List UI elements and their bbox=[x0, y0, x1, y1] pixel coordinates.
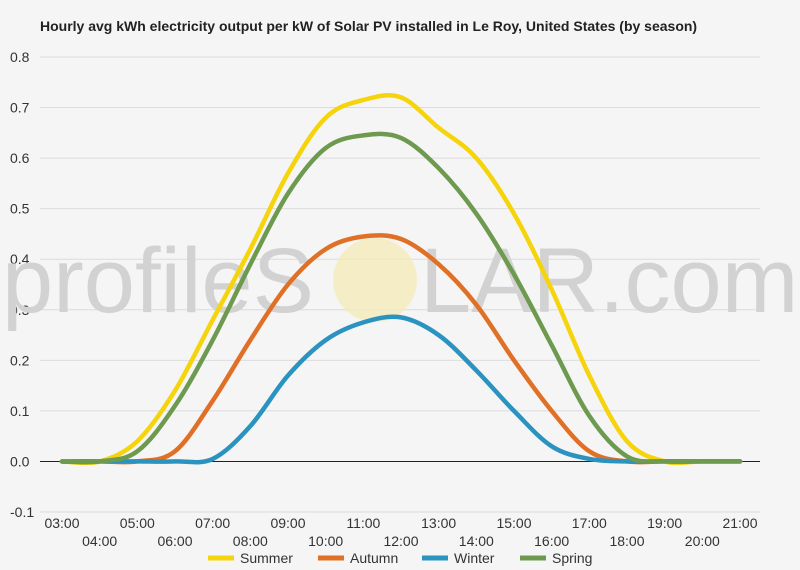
y-tick-label: 0.6 bbox=[10, 150, 30, 166]
y-tick-label: 0.8 bbox=[10, 49, 30, 65]
y-tick-label: 0.3 bbox=[10, 302, 30, 318]
x-tick-label: 18:00 bbox=[609, 533, 644, 549]
series-line-winter bbox=[59, 314, 743, 465]
legend-label-autumn: Autumn bbox=[350, 550, 398, 566]
x-tick-label: 10:00 bbox=[308, 533, 343, 549]
x-tick-label: 06:00 bbox=[157, 533, 192, 549]
y-tick-label: 0.1 bbox=[10, 403, 30, 419]
legend-label-winter: Winter bbox=[454, 550, 495, 566]
y-tick-label: -0.1 bbox=[10, 504, 34, 520]
x-tick-label: 07:00 bbox=[195, 515, 230, 531]
watermark-text-right: LAR.com bbox=[420, 230, 798, 332]
x-tick-label: 20:00 bbox=[685, 533, 720, 549]
y-tick-label: 0.0 bbox=[10, 453, 30, 469]
x-tick-label: 21:00 bbox=[722, 515, 757, 531]
x-tick-label: 11:00 bbox=[346, 515, 380, 531]
x-tick-label: 17:00 bbox=[572, 515, 607, 531]
y-tick-label: 0.2 bbox=[10, 352, 30, 368]
y-tick-label: 0.5 bbox=[10, 201, 30, 217]
x-tick-label: 04:00 bbox=[82, 533, 117, 549]
x-tick-label: 15:00 bbox=[496, 515, 531, 531]
x-tick-label: 13:00 bbox=[421, 515, 456, 531]
watermark-text-left: profileS bbox=[2, 230, 314, 332]
y-tick-label: 0.4 bbox=[10, 251, 30, 267]
legend-label-spring: Spring bbox=[552, 550, 592, 566]
y-tick-label: 0.7 bbox=[10, 100, 30, 116]
legend-label-summer: Summer bbox=[240, 550, 293, 566]
series-line-summer bbox=[59, 93, 743, 466]
x-tick-label: 09:00 bbox=[270, 515, 305, 531]
x-tick-label: 08:00 bbox=[233, 533, 268, 549]
x-tick-label: 14:00 bbox=[459, 533, 494, 549]
chart-title: Hourly avg kWh electricity output per kW… bbox=[40, 18, 698, 34]
x-tick-label: 03:00 bbox=[44, 515, 79, 531]
watermark-sun bbox=[333, 238, 417, 322]
x-tick-label: 12:00 bbox=[383, 533, 418, 549]
x-tick-label: 16:00 bbox=[534, 533, 569, 549]
x-tick-label: 05:00 bbox=[120, 515, 155, 531]
x-tick-label: 19:00 bbox=[647, 515, 682, 531]
series-line-spring bbox=[59, 131, 743, 465]
